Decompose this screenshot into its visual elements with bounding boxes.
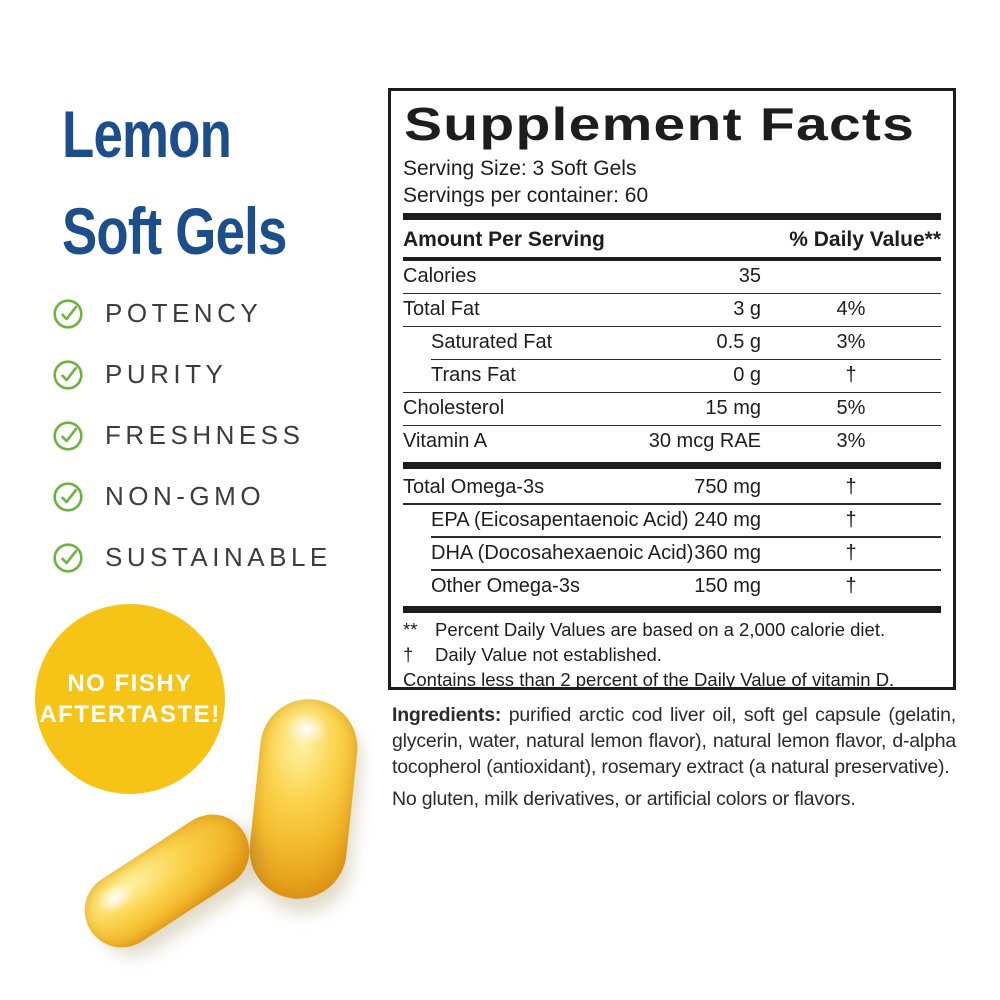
feature-item-freshness: FRESHNESS [52, 405, 332, 466]
no-fishy-aftertaste-badge: NO FISHY AFTERTASTE! [35, 604, 225, 794]
feature-item-potency: POTENCY [52, 283, 332, 344]
divider-thin [403, 391, 941, 393]
table-row-total-omega-3s: Total Omega-3s 750 mg † [403, 475, 857, 498]
divider-thin-indented [431, 358, 941, 360]
table-row-dha: DHA (Docosahexaenoic Acid) 360 mg † [431, 541, 857, 564]
feature-item-sustainable: SUSTAINABLE [52, 527, 332, 588]
ingredients-paragraph: Ingredients: purified arctic cod liver o… [392, 702, 956, 780]
column-header-amount: Amount Per Serving [403, 227, 605, 251]
badge-text-line2: AFTERTASTE! [39, 701, 221, 728]
footnote-dagger: † Daily Value not established. [403, 644, 662, 665]
footnote-percent-dv: ** Percent Daily Values are based on a 2… [403, 619, 886, 640]
check-circle-icon [53, 481, 83, 512]
servings-per-container: Servings per container: 60 [403, 184, 649, 207]
table-row-cholesterol: Cholesterol 15 mg 5% [403, 397, 866, 420]
ingredients-label: Ingredients: [392, 704, 502, 726]
supplement-facts-panel: Supplement Facts Serving Size: 3 Soft Ge… [388, 88, 956, 690]
divider-thin-indented [431, 569, 941, 571]
table-row-saturated-fat: Saturated Fat 0.5 g 3% [431, 331, 866, 354]
divider-thin [403, 424, 941, 426]
table-row-total-fat: Total Fat 3 g 4% [403, 298, 866, 321]
table-row-calories: Calories 35 [403, 265, 761, 288]
table-row-vitamin-a: Vitamin A 30 mcg RAE 3% [403, 430, 866, 453]
softgel-capsule-diagonal [70, 800, 264, 962]
check-circle-icon [53, 420, 83, 451]
badge-text-line1: NO FISHY [67, 670, 193, 697]
feature-label: PURITY [105, 359, 228, 389]
table-row-epa: EPA (Eicosapentaenoic Acid) 240 mg † [431, 508, 857, 531]
footnotes: ** Percent Daily Values are based on a 2… [403, 617, 941, 690]
product-title: Lemon Soft Gels [62, 86, 287, 280]
divider-thin [403, 325, 941, 327]
feature-label: FRESHNESS [105, 420, 305, 450]
product-title-line1: Lemon [62, 97, 232, 171]
column-header-daily-value: % Daily Value** [789, 227, 941, 251]
table-row-other-omega-3s: Other Omega-3s 150 mg † [431, 574, 857, 597]
feature-list: POTENCY PURITY FRESHNESS NON-GMO [52, 283, 332, 588]
feature-label: SUSTAINABLE [105, 542, 332, 572]
feature-label: POTENCY [105, 298, 263, 328]
feature-item-purity: PURITY [52, 344, 332, 405]
divider-thin [403, 292, 941, 294]
serving-size: Serving Size: 3 Soft Gels [403, 157, 637, 180]
divider-medium [403, 257, 941, 261]
divider-thin-indented [431, 536, 941, 538]
ingredients-text: purified arctic cod liver oil, soft gel … [392, 704, 956, 778]
check-circle-icon [53, 542, 83, 573]
table-header-row: Amount Per Serving % Daily Value** [403, 223, 941, 256]
check-circle-icon [53, 298, 83, 329]
divider-thick [403, 461, 941, 469]
feature-item-non-gmo: NON-GMO [52, 466, 332, 527]
divider-thick [403, 213, 941, 220]
divider-thick [403, 606, 941, 613]
product-title-line2: Soft Gels [62, 194, 287, 268]
footnote-vitamin-d: Contains less than 2 percent of the Dail… [403, 669, 895, 690]
panel-title: Supplement Facts [404, 98, 916, 150]
softgel-capsule-upright [244, 694, 363, 904]
feature-label: NON-GMO [105, 481, 266, 511]
divider-thin [403, 503, 941, 505]
table-row-trans-fat: Trans Fat 0 g † [431, 364, 857, 387]
check-circle-icon [53, 359, 83, 390]
no-gluten-statement: No gluten, milk derivatives, or artifici… [392, 788, 856, 810]
